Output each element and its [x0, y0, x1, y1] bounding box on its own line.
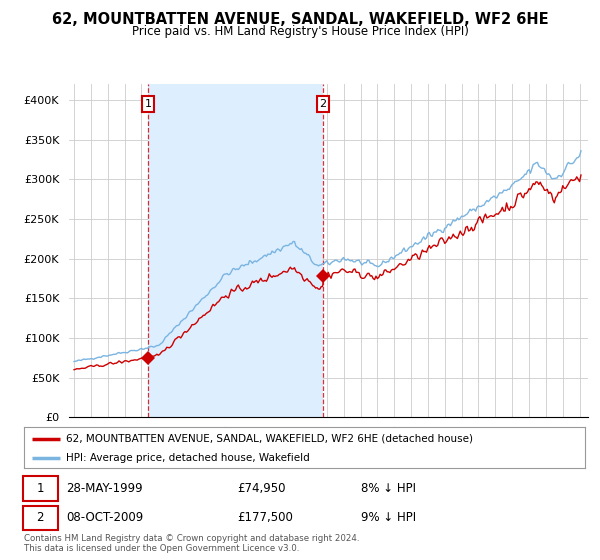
- Text: Contains HM Land Registry data © Crown copyright and database right 2024.
This d: Contains HM Land Registry data © Crown c…: [24, 534, 359, 553]
- FancyBboxPatch shape: [23, 506, 58, 530]
- Text: 1: 1: [145, 99, 151, 109]
- Text: 62, MOUNTBATTEN AVENUE, SANDAL, WAKEFIELD, WF2 6HE (detached house): 62, MOUNTBATTEN AVENUE, SANDAL, WAKEFIEL…: [66, 433, 473, 444]
- Text: 9% ↓ HPI: 9% ↓ HPI: [361, 511, 416, 524]
- Text: £74,950: £74,950: [237, 482, 286, 495]
- Text: £177,500: £177,500: [237, 511, 293, 524]
- Text: 2: 2: [319, 99, 326, 109]
- Text: 2: 2: [37, 511, 44, 524]
- Text: 62, MOUNTBATTEN AVENUE, SANDAL, WAKEFIELD, WF2 6HE: 62, MOUNTBATTEN AVENUE, SANDAL, WAKEFIEL…: [52, 12, 548, 27]
- Bar: [148, 84, 323, 417]
- Text: 08-OCT-2009: 08-OCT-2009: [66, 511, 143, 524]
- Text: 8% ↓ HPI: 8% ↓ HPI: [361, 482, 416, 495]
- Text: HPI: Average price, detached house, Wakefield: HPI: Average price, detached house, Wake…: [66, 452, 310, 463]
- Text: Price paid vs. HM Land Registry's House Price Index (HPI): Price paid vs. HM Land Registry's House …: [131, 25, 469, 38]
- FancyBboxPatch shape: [23, 476, 58, 501]
- Text: 1: 1: [37, 482, 44, 495]
- Text: 28-MAY-1999: 28-MAY-1999: [66, 482, 143, 495]
